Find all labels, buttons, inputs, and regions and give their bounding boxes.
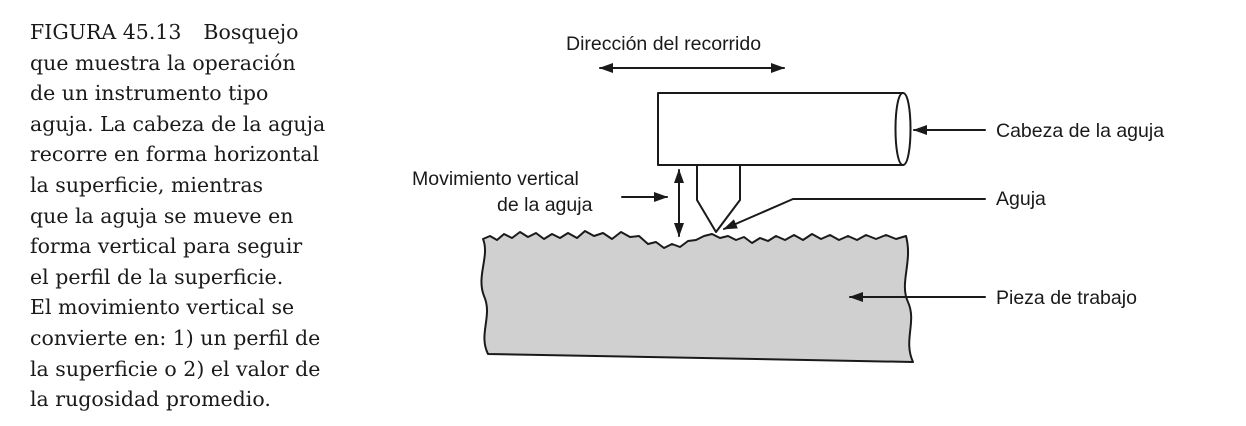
caption-line: recorre en forma horizontal — [30, 142, 320, 167]
vertical-movement-label-line1: Movimiento vertical — [412, 168, 579, 190]
caption-line: de un instrumento tipo — [30, 81, 269, 106]
travel-direction-label: Dirección del recorrido — [566, 33, 761, 55]
stylus — [696, 164, 741, 233]
caption-line: la superficie o 2) el valor de — [30, 356, 321, 381]
caption-line: convierte en: 1) un perfil de — [30, 325, 321, 350]
caption-line: la superficie, mientras — [30, 172, 264, 197]
caption-line: aguja. La cabeza de la aguja — [30, 111, 326, 136]
stylus-head — [657, 92, 912, 166]
caption-line: forma vertical para seguir — [30, 234, 303, 259]
caption-line: FIGURA 45.13 Bosquejo — [30, 17, 360, 48]
caption-line: El movimiento vertical se — [30, 295, 295, 320]
caption-text: Bosquejo — [203, 20, 299, 44]
figure-number: FIGURA 45.13 — [30, 20, 182, 44]
stylus-label: Aguja — [996, 188, 1046, 210]
caption-line: el perfil de la superficie. — [30, 264, 284, 289]
stylus-head-edge — [894, 92, 904, 166]
vertical-movement-label-line2: de la aguja — [497, 194, 593, 216]
caption-line: la rugosidad promedio. — [30, 387, 271, 412]
workpiece-label: Pieza de trabajo — [996, 287, 1137, 309]
stylus-pointer — [723, 198, 986, 230]
stylus-head-label: Cabeza de la aguja — [996, 120, 1164, 142]
workpiece — [480, 230, 914, 363]
caption-line: que la aguja se mueve en — [30, 203, 294, 228]
figure-caption: FIGURA 45.13 Bosquejo que muestra la oper… — [30, 17, 360, 415]
caption-line: que muestra la operación — [30, 50, 296, 75]
